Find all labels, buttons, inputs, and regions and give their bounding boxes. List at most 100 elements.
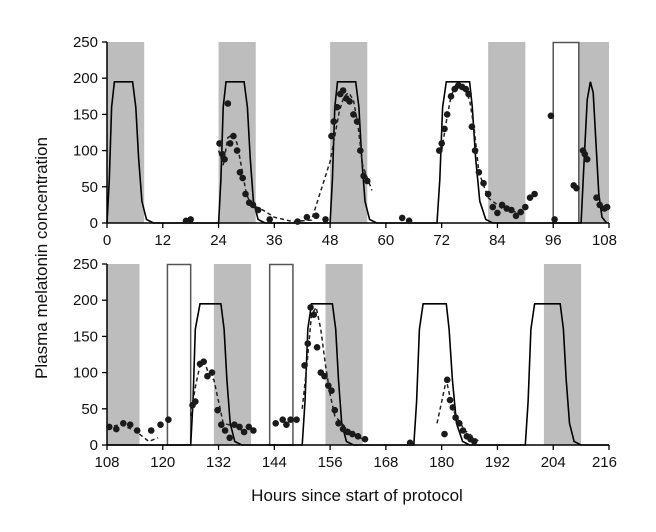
data-point <box>459 427 467 434</box>
data-point <box>603 203 611 211</box>
data-point <box>250 427 257 434</box>
data-point <box>593 194 600 201</box>
data-point <box>447 93 455 100</box>
data-point <box>294 218 301 225</box>
observed-curve-segment <box>301 305 363 440</box>
data-point <box>484 190 492 198</box>
data-point <box>214 406 221 414</box>
data-point <box>208 369 216 376</box>
x-tick-label: 84 <box>489 232 506 249</box>
data-point <box>465 90 472 98</box>
observed-curve-segment <box>440 84 517 213</box>
data-point <box>508 206 515 214</box>
data-point <box>335 420 342 427</box>
dark-episode-4 <box>488 42 526 223</box>
data-point <box>303 213 311 221</box>
y-tick-label: 200 <box>73 292 98 309</box>
dark-episode-4 <box>543 264 582 445</box>
x-tick-label: 12 <box>154 232 171 249</box>
y-tick-label: 0 <box>90 215 98 232</box>
data-point <box>494 209 501 217</box>
data-point <box>331 406 339 414</box>
data-point <box>120 420 127 427</box>
data-point <box>573 184 580 192</box>
data-point <box>333 103 341 111</box>
data-point <box>357 147 364 154</box>
data-point <box>293 416 300 424</box>
data-point <box>498 201 506 209</box>
x-tick-label: 120 <box>150 454 175 471</box>
y-tick-label: 250 <box>73 34 98 51</box>
data-point <box>283 421 290 429</box>
data-point <box>456 420 463 427</box>
data-point <box>321 372 328 380</box>
data-point <box>405 217 413 225</box>
data-point <box>480 179 487 187</box>
x-tick-label: 144 <box>262 454 287 471</box>
data-point <box>581 150 589 158</box>
open-episode-1 <box>552 41 580 224</box>
data-point <box>322 216 329 223</box>
data-point <box>249 201 257 209</box>
data-point <box>443 376 451 384</box>
x-tick-label: 0 <box>103 232 111 249</box>
data-point <box>446 396 454 404</box>
data-point <box>113 425 120 433</box>
dark-episode-2 <box>213 264 252 445</box>
data-point <box>187 216 194 223</box>
data-point <box>475 169 483 176</box>
data-point <box>531 190 538 198</box>
y-tick-label: 150 <box>73 106 98 123</box>
data-point <box>165 416 172 424</box>
data-point <box>449 404 457 411</box>
data-point <box>312 212 320 220</box>
x-tick-label: 24 <box>210 232 227 249</box>
y-tick-label: 50 <box>81 401 98 418</box>
data-point <box>231 421 238 429</box>
y-tick-label: 100 <box>73 143 98 160</box>
data-point <box>526 194 534 201</box>
data-point <box>517 208 524 216</box>
data-point <box>441 430 448 438</box>
data-point <box>462 85 470 93</box>
panel-bottom: 0 50 100 150 200 250 108 120 132 144 156 168 180 192 2… <box>73 256 617 471</box>
x-tick-label: 216 <box>592 454 617 471</box>
data-point <box>470 438 478 445</box>
dark-episode-3 <box>325 264 363 445</box>
data-point <box>230 132 237 140</box>
data-point <box>596 201 603 209</box>
data-point <box>512 212 520 220</box>
data-point <box>266 216 274 223</box>
data-point <box>239 174 246 182</box>
data-point <box>313 344 321 351</box>
data-point <box>583 156 591 163</box>
x-tick-label: 192 <box>485 454 510 471</box>
x-tick-label: 204 <box>541 454 566 471</box>
data-point <box>354 433 362 440</box>
data-point <box>346 98 353 105</box>
data-point <box>328 132 335 140</box>
data-point <box>236 423 243 431</box>
data-point <box>353 118 361 125</box>
data-point <box>157 421 164 429</box>
x-tick-label: 108 <box>94 454 119 471</box>
data-point <box>221 427 229 434</box>
x-axis-title: Hours since start of protocol <box>251 486 463 505</box>
data-point <box>133 427 141 434</box>
data-point <box>226 140 234 147</box>
data-point <box>443 111 451 118</box>
data-point <box>147 427 155 434</box>
data-point <box>468 123 476 130</box>
y-axis-title: Plasma melatonin concentration <box>32 137 51 379</box>
y-tick-label: 50 <box>81 179 98 196</box>
data-point <box>547 112 555 120</box>
data-point <box>522 203 529 211</box>
x-tick-label: 96 <box>545 232 562 249</box>
y-tick-label: 250 <box>73 256 98 273</box>
data-point <box>216 140 223 147</box>
model-curve <box>106 81 608 224</box>
panel-top: 0 50 100 150 200 250 0 12 24 36 48 60 72 84 96 108 <box>73 34 617 249</box>
data-point <box>328 387 335 395</box>
data-point <box>398 214 406 222</box>
